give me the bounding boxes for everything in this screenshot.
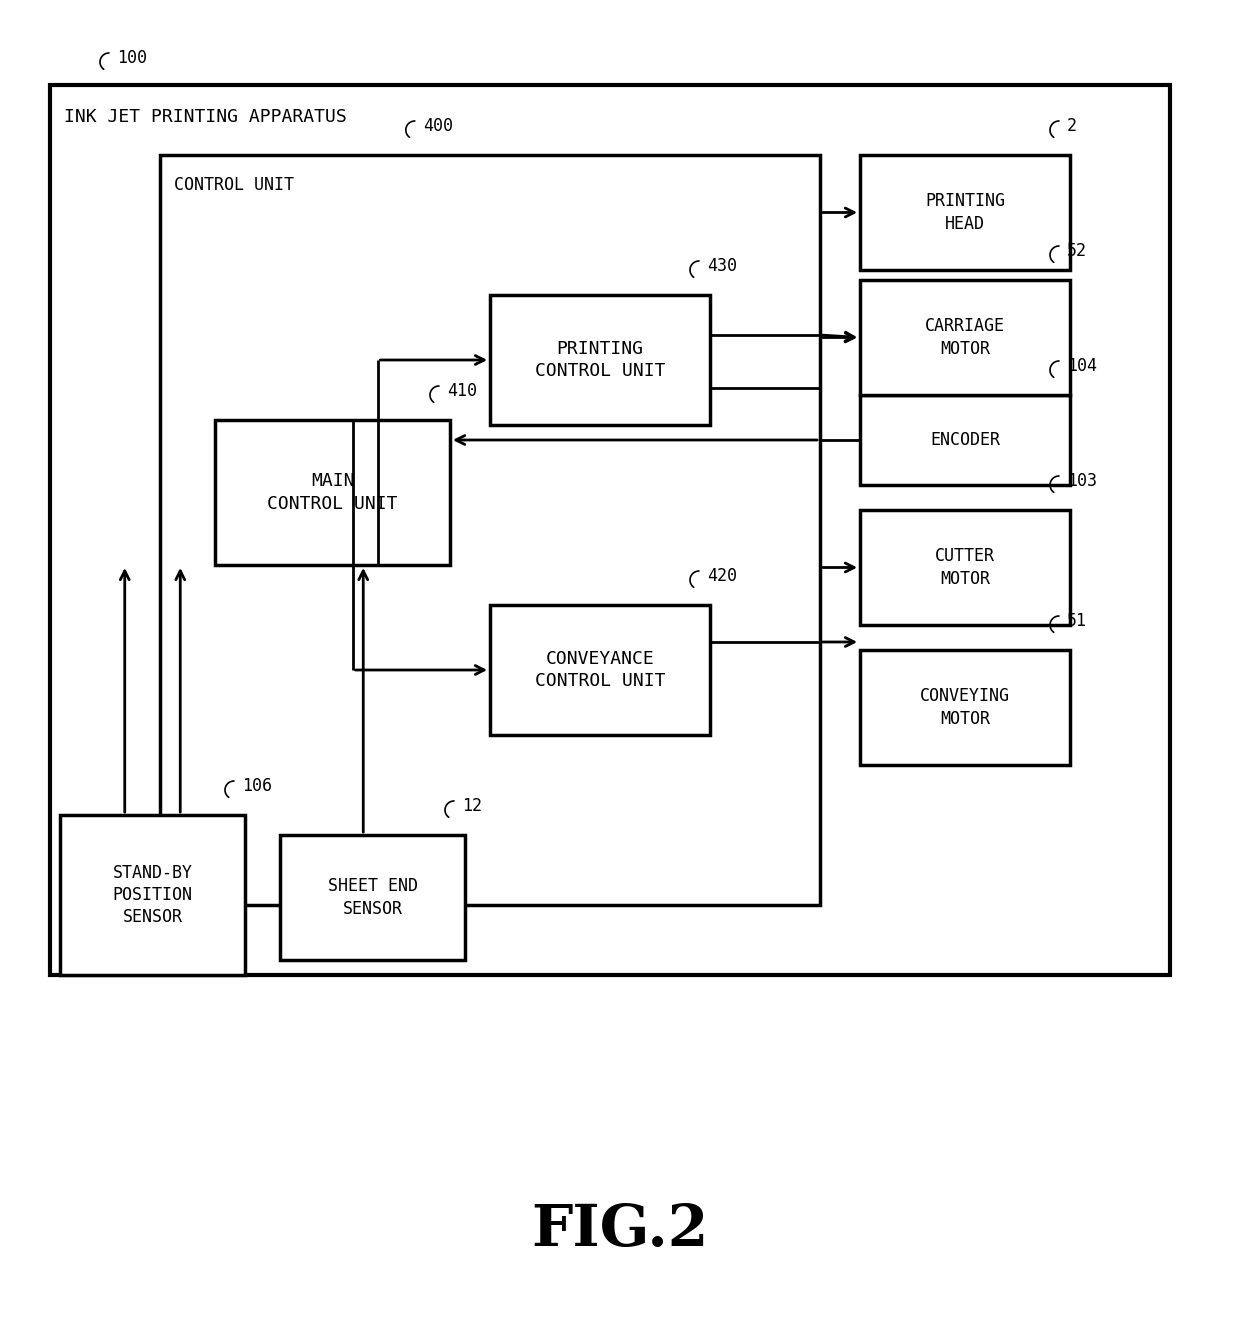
Text: 400: 400 — [423, 117, 453, 135]
Bar — [60, 814, 246, 975]
Text: 100: 100 — [117, 49, 148, 67]
Text: 12: 12 — [463, 797, 482, 814]
Text: 410: 410 — [446, 381, 477, 400]
Text: PRINTING
CONTROL UNIT: PRINTING CONTROL UNIT — [534, 339, 665, 380]
Text: ENCODER: ENCODER — [930, 432, 999, 449]
Text: SHEET END
SENSOR: SHEET END SENSOR — [327, 878, 418, 917]
Text: INK JET PRINTING APPARATUS: INK JET PRINTING APPARATUS — [64, 108, 347, 125]
Bar — [160, 154, 820, 906]
Bar — [861, 280, 1070, 395]
Text: 430: 430 — [707, 257, 737, 275]
Bar — [490, 605, 711, 735]
Text: STAND-BY
POSITION
SENSOR: STAND-BY POSITION SENSOR — [113, 863, 192, 927]
Text: FIG.2: FIG.2 — [531, 1203, 709, 1258]
Bar — [215, 420, 450, 565]
Text: 103: 103 — [1066, 473, 1097, 490]
Text: CONTROL UNIT: CONTROL UNIT — [174, 176, 294, 194]
Bar — [280, 836, 465, 960]
Text: 106: 106 — [242, 777, 272, 795]
Text: CUTTER
MOTOR: CUTTER MOTOR — [935, 548, 994, 587]
Text: CONVEYANCE
CONTROL UNIT: CONVEYANCE CONTROL UNIT — [534, 649, 665, 690]
Text: CARRIAGE
MOTOR: CARRIAGE MOTOR — [925, 317, 1004, 358]
Text: 52: 52 — [1066, 242, 1087, 260]
Text: 420: 420 — [707, 568, 737, 585]
Bar — [50, 84, 1171, 975]
Bar — [861, 395, 1070, 484]
Text: 104: 104 — [1066, 356, 1097, 375]
Text: MAIN
CONTROL UNIT: MAIN CONTROL UNIT — [268, 473, 398, 512]
Text: CONVEYING
MOTOR: CONVEYING MOTOR — [920, 688, 1011, 727]
Text: 51: 51 — [1066, 612, 1087, 630]
Bar — [861, 649, 1070, 766]
Bar — [861, 154, 1070, 271]
Text: PRINTING
HEAD: PRINTING HEAD — [925, 193, 1004, 232]
Text: 2: 2 — [1066, 117, 1078, 135]
Bar — [490, 294, 711, 425]
Bar — [861, 510, 1070, 624]
